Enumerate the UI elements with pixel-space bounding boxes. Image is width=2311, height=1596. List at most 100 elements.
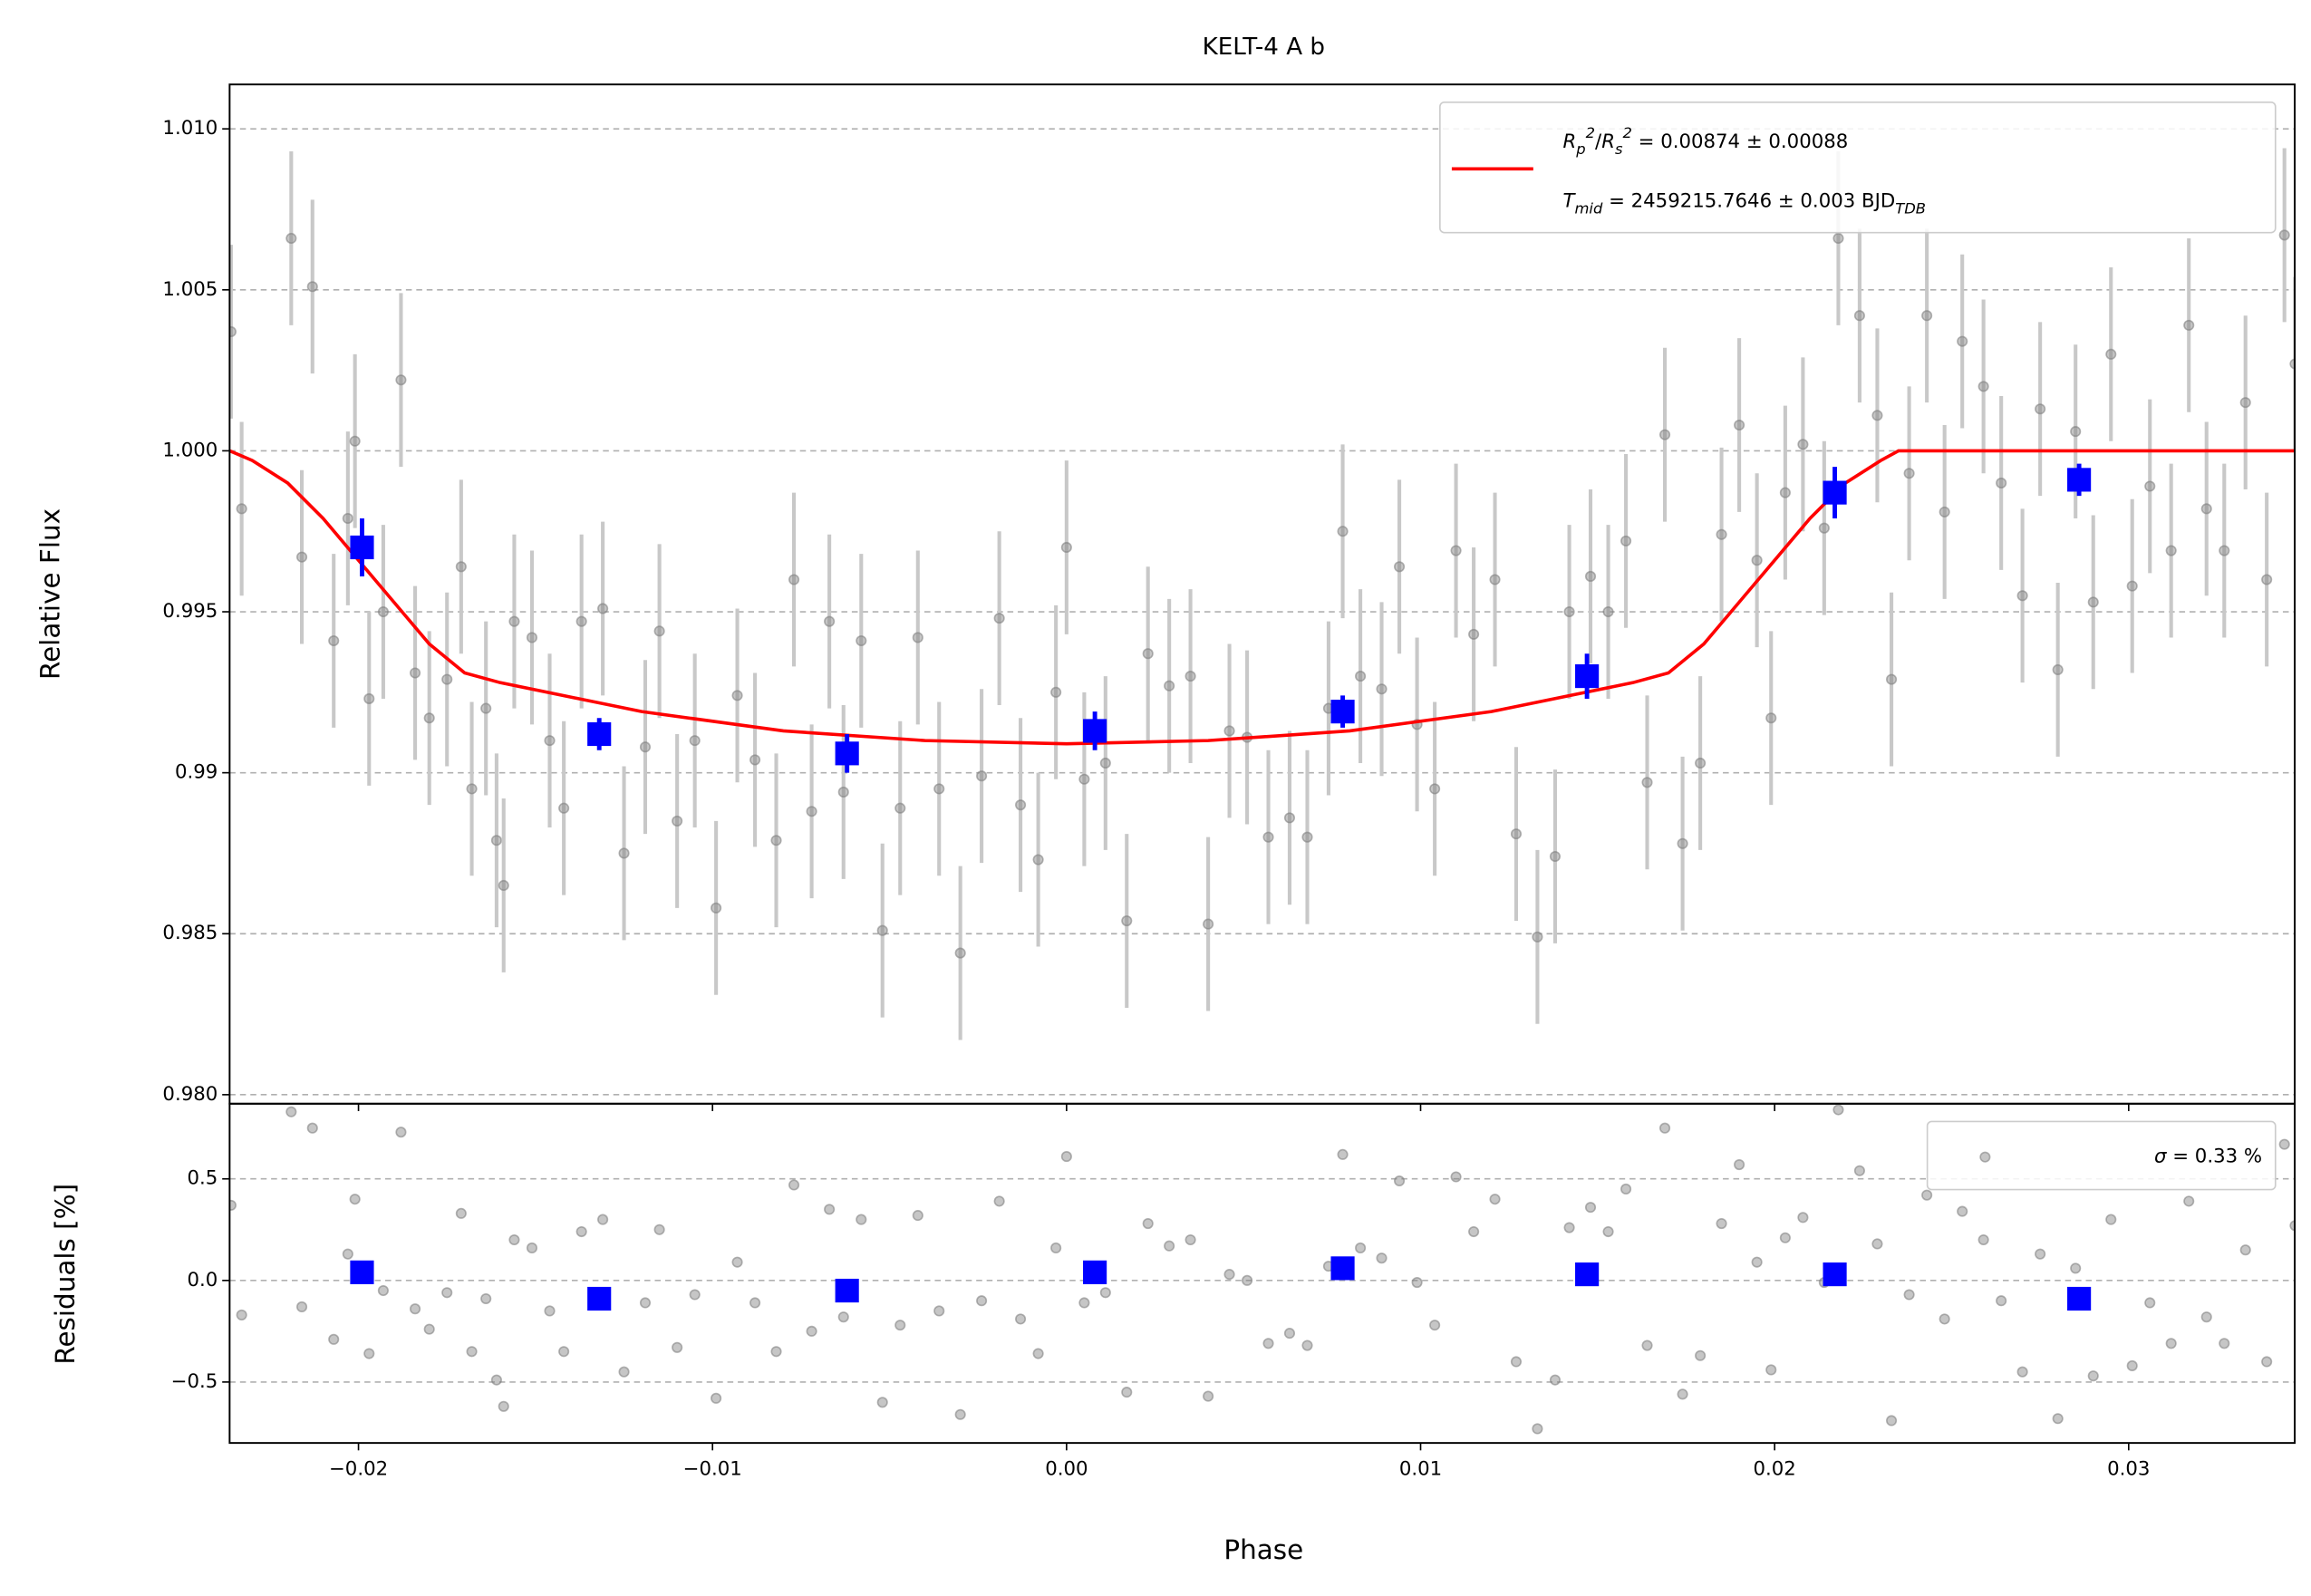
x-tick-label: −0.02 bbox=[329, 1458, 388, 1481]
data-point bbox=[349, 435, 361, 447]
data-point bbox=[1957, 1205, 1968, 1217]
data-point bbox=[480, 1292, 492, 1305]
data-point bbox=[342, 512, 353, 525]
data-point bbox=[788, 574, 800, 585]
data-point bbox=[2200, 503, 2212, 515]
legend-box bbox=[1439, 101, 2277, 234]
data-point bbox=[2126, 580, 2138, 592]
data-point bbox=[2239, 397, 2251, 409]
data-point bbox=[1532, 1423, 1543, 1435]
data-point bbox=[2052, 1413, 2064, 1425]
data-point bbox=[1584, 1202, 1597, 1214]
data-point bbox=[993, 1195, 1005, 1207]
data-point bbox=[1939, 1313, 1950, 1325]
data-point bbox=[1411, 1277, 1423, 1289]
data-point bbox=[1301, 1340, 1313, 1351]
data-point bbox=[2087, 1370, 2099, 1382]
data-point bbox=[749, 754, 761, 766]
data-point bbox=[1779, 487, 1791, 498]
data-point bbox=[2219, 545, 2230, 556]
data-point bbox=[423, 712, 435, 724]
data-point bbox=[2289, 1220, 2296, 1232]
data-point bbox=[912, 632, 923, 643]
data-point bbox=[2070, 1262, 2082, 1274]
data-point bbox=[1394, 1175, 1406, 1187]
data-point bbox=[2144, 1297, 2156, 1309]
data-point bbox=[1751, 555, 1763, 566]
data-point bbox=[837, 1311, 849, 1323]
legend: σ = 0.33 % bbox=[1926, 1120, 2277, 1191]
data-point bbox=[2070, 426, 2082, 438]
data-point bbox=[711, 902, 722, 914]
data-point bbox=[976, 770, 988, 782]
data-point bbox=[731, 1256, 743, 1268]
data-point bbox=[544, 735, 556, 747]
data-point bbox=[689, 735, 701, 747]
data-point bbox=[912, 1210, 923, 1222]
data-point bbox=[1060, 1151, 1072, 1163]
data-point bbox=[1355, 671, 1367, 682]
data-point bbox=[2183, 319, 2195, 331]
data-point bbox=[377, 605, 389, 618]
data-point bbox=[856, 634, 867, 647]
binned-point bbox=[1575, 663, 1600, 689]
data-point bbox=[1716, 528, 1727, 540]
data-point bbox=[1620, 535, 1632, 547]
data-point bbox=[770, 1346, 782, 1358]
legend-text-part: T bbox=[1563, 189, 1577, 212]
data-point bbox=[618, 1366, 630, 1378]
data-point bbox=[455, 561, 467, 573]
y-tick-label: 1.010 bbox=[162, 117, 218, 140]
data-point bbox=[2289, 358, 2296, 370]
legend-text-part: / bbox=[1595, 131, 1602, 153]
data-point bbox=[1659, 1122, 1671, 1134]
data-point bbox=[1050, 686, 1062, 698]
legend-text-part: mid bbox=[1575, 199, 1603, 217]
data-point bbox=[466, 1346, 478, 1358]
legend-text-part: TDB bbox=[1895, 199, 1926, 217]
chart-title: KELT-4 A b bbox=[1203, 34, 1325, 61]
data-point bbox=[1602, 1225, 1614, 1238]
data-point bbox=[342, 1248, 353, 1260]
binned-point bbox=[350, 535, 374, 560]
legend-label: σ = 0.33 % bbox=[2154, 1146, 2262, 1168]
data-point bbox=[1015, 799, 1027, 811]
data-point bbox=[2261, 1356, 2273, 1368]
data-point bbox=[597, 1214, 609, 1225]
legend-text-part: s bbox=[1615, 140, 1623, 158]
data-point bbox=[749, 1297, 761, 1309]
data-point bbox=[731, 690, 743, 701]
data-point bbox=[1797, 439, 1809, 450]
data-point bbox=[1797, 1212, 1809, 1224]
data-point bbox=[1376, 683, 1388, 695]
data-point bbox=[1262, 1338, 1274, 1349]
data-point bbox=[1996, 477, 2007, 488]
legend-text-part: = 0.33 % bbox=[2166, 1146, 2262, 1168]
data-point bbox=[558, 802, 570, 814]
data-point bbox=[544, 1305, 556, 1317]
data-point bbox=[1957, 335, 1968, 347]
data-point bbox=[395, 1127, 407, 1138]
data-point bbox=[1602, 605, 1614, 618]
data-point bbox=[894, 802, 906, 814]
data-point bbox=[236, 1309, 247, 1320]
data-point bbox=[639, 1297, 652, 1309]
data-point bbox=[954, 1408, 966, 1420]
data-point bbox=[1468, 628, 1480, 640]
data-point bbox=[1641, 777, 1653, 788]
data-point bbox=[2144, 480, 2156, 492]
x-tick-label: 0.03 bbox=[2107, 1458, 2150, 1481]
data-point bbox=[1142, 648, 1154, 660]
data-point bbox=[1262, 831, 1274, 843]
data-point bbox=[672, 815, 683, 827]
data-point bbox=[1032, 1348, 1044, 1359]
data-point bbox=[653, 625, 665, 637]
data-point bbox=[1677, 1388, 1688, 1400]
plot-area bbox=[229, 1104, 2296, 1435]
data-point bbox=[1659, 429, 1671, 440]
data-point bbox=[1977, 381, 1989, 392]
data-point bbox=[1765, 1364, 1777, 1376]
